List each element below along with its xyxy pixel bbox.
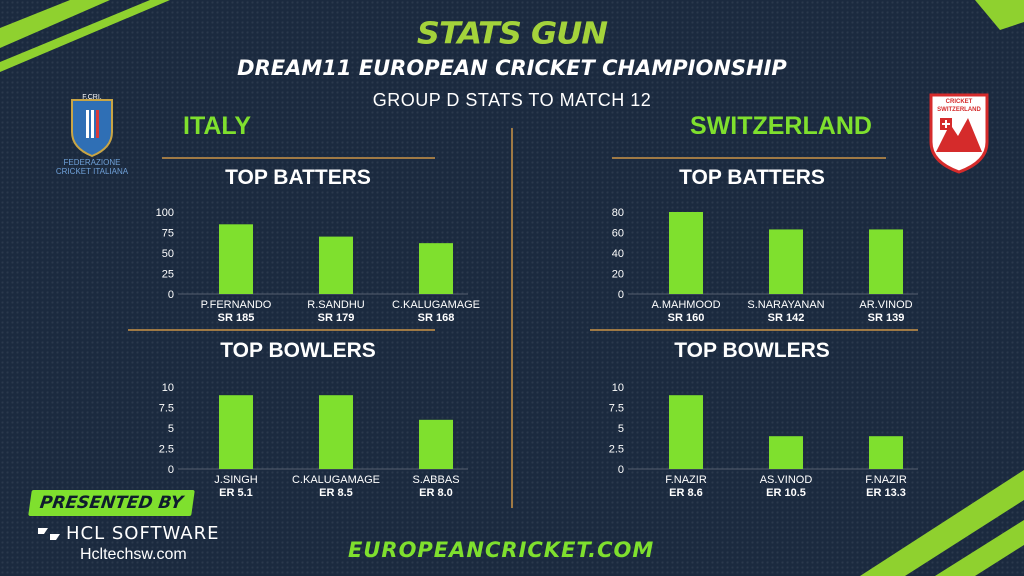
- category-label: A.MAHMOOD: [651, 299, 720, 311]
- bar: [319, 236, 353, 294]
- category-sublabel: SR 142: [768, 312, 805, 324]
- category-label: C.KALUGAMAGE: [392, 299, 480, 311]
- footer-site-url[interactable]: EUROPEANCRICKET.COM: [348, 538, 655, 562]
- y-tick-label: 60: [612, 228, 624, 240]
- hcl-logo-icon: [38, 528, 60, 540]
- category-label: J.SINGH: [214, 474, 257, 486]
- category-label: C.KALUGAMAGE: [292, 474, 380, 486]
- y-tick-label: 5: [168, 423, 174, 435]
- category-sublabel: SR 168: [418, 312, 455, 324]
- category-label: S.ABBAS: [412, 474, 459, 486]
- divider-swiss-mid: [590, 329, 918, 331]
- fcri-logo-abbr: F.CRI.: [82, 94, 102, 101]
- swiss-bowlers-title: TOP BOWLERS: [674, 339, 830, 362]
- category-sublabel: ER 5.1: [219, 487, 253, 499]
- fcri-logo: F.CRI.: [71, 94, 113, 158]
- category-label: F.NAZIR: [865, 474, 907, 486]
- y-tick-label: 20: [612, 269, 624, 281]
- category-label: AR.VINOD: [859, 299, 912, 311]
- category-sublabel: SR 185: [218, 312, 255, 324]
- swiss-logo-main-text: SWITZERLAND: [937, 107, 981, 113]
- y-tick-label: 100: [156, 207, 174, 219]
- bar: [769, 229, 803, 294]
- y-tick-label: 50: [162, 248, 174, 260]
- center-divider: [511, 128, 513, 508]
- category-label: P.FERNANDO: [201, 299, 272, 311]
- sponsor-name: HCL SOFTWARE: [66, 523, 220, 544]
- team-name-switzerland: SWITZERLAND: [690, 112, 872, 140]
- category-sublabel: ER 8.0: [419, 487, 453, 499]
- stats-subtitle: GROUP D STATS TO MATCH 12: [372, 90, 652, 110]
- italy-batters-title: TOP BATTERS: [225, 166, 371, 189]
- streak-top-left-2: [0, 0, 170, 72]
- y-tick-label: 7.5: [159, 403, 174, 415]
- bar: [669, 395, 703, 469]
- y-tick-label: 0: [618, 289, 624, 301]
- bar: [869, 436, 903, 469]
- y-tick-label: 25: [162, 269, 174, 281]
- category-sublabel: SR 179: [318, 312, 355, 324]
- category-label: S.NARAYANAN: [747, 299, 824, 311]
- y-tick-label: 2.5: [609, 444, 624, 456]
- swiss-batters-title: TOP BATTERS: [679, 166, 825, 189]
- presented-by-badge: PRESENTED BY: [28, 490, 195, 516]
- streak-top-right-1: [975, 0, 1024, 30]
- bar: [869, 229, 903, 294]
- fcri-logo-text: FEDERAZIONE CRICKET ITALIANA: [55, 158, 129, 176]
- bar: [319, 395, 353, 469]
- y-tick-label: 5: [618, 423, 624, 435]
- category-label: F.NAZIR: [665, 474, 707, 486]
- category-label: R.SANDHU: [307, 299, 365, 311]
- y-tick-label: 2.5: [159, 444, 174, 456]
- swiss-logo-top-text: CRICKET: [946, 99, 973, 105]
- y-tick-label: 7.5: [609, 403, 624, 415]
- y-tick-label: 80: [612, 207, 624, 219]
- y-tick-label: 0: [618, 464, 624, 476]
- category-label: AS.VINOD: [760, 474, 813, 486]
- swiss-cricket-logo: CRICKET SWITZERLAND: [929, 93, 989, 174]
- divider-italy-mid: [128, 329, 435, 331]
- streak-bottom-right-2: [935, 520, 1024, 576]
- category-sublabel: ER 8.6: [669, 487, 703, 499]
- divider-italy-top: [162, 157, 435, 159]
- streak-bottom-right-1: [860, 470, 1024, 576]
- bar: [769, 436, 803, 469]
- sponsor-url[interactable]: Hcltechsw.com: [80, 546, 187, 563]
- y-tick-label: 40: [612, 248, 624, 260]
- y-tick-label: 75: [162, 228, 174, 240]
- italy-bowlers-title: TOP BOWLERS: [220, 339, 376, 362]
- category-sublabel: SR 160: [668, 312, 705, 324]
- bar: [219, 395, 253, 469]
- y-tick-label: 10: [612, 382, 624, 394]
- category-sublabel: ER 13.3: [866, 487, 906, 499]
- brand-title: STATS GUN: [416, 14, 608, 52]
- bar: [419, 419, 453, 469]
- y-tick-label: 0: [168, 289, 174, 301]
- bar: [219, 224, 253, 294]
- bar: [419, 243, 453, 294]
- team-name-italy: ITALY: [183, 112, 252, 140]
- bar: [669, 212, 703, 294]
- streak-top-left-1: [0, 0, 110, 48]
- event-title: DREAM11 EUROPEAN CRICKET CHAMPIONSHIP: [237, 56, 787, 80]
- category-sublabel: ER 8.5: [319, 487, 353, 499]
- y-tick-label: 10: [162, 382, 174, 394]
- divider-swiss-top: [612, 157, 886, 159]
- y-tick-label: 0: [168, 464, 174, 476]
- category-sublabel: SR 139: [868, 312, 905, 324]
- category-sublabel: ER 10.5: [766, 487, 806, 499]
